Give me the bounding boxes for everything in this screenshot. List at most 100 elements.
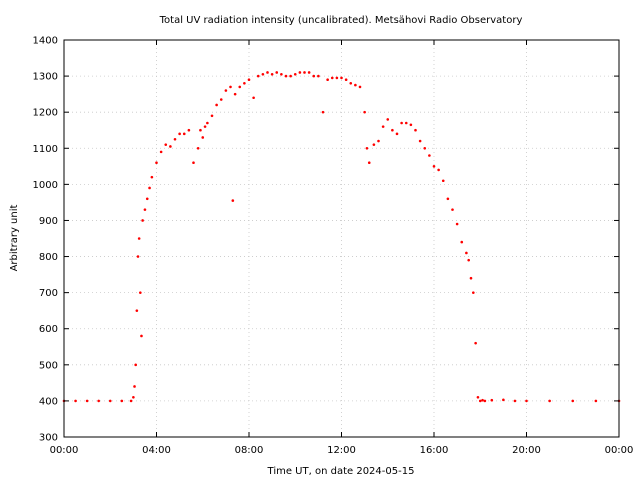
data-point xyxy=(270,72,274,76)
data-point xyxy=(414,128,417,132)
data-point xyxy=(134,363,137,367)
data-point xyxy=(400,121,403,125)
data-point xyxy=(441,179,445,183)
data-point xyxy=(349,82,353,85)
data-point xyxy=(203,125,207,128)
y-tick-label: 600 xyxy=(39,324,58,335)
y-tick-label: 1200 xyxy=(33,108,58,119)
data-point xyxy=(513,399,517,403)
data-point xyxy=(571,399,575,403)
data-point xyxy=(451,208,454,211)
data-point xyxy=(145,197,149,201)
data-point xyxy=(219,98,223,101)
data-point xyxy=(367,161,371,165)
data-point xyxy=(446,197,450,201)
data-point xyxy=(137,237,141,240)
data-point xyxy=(460,240,464,244)
data-point xyxy=(293,72,297,76)
data-point xyxy=(164,143,168,146)
data-point xyxy=(474,341,477,345)
y-tick-label: 1100 xyxy=(33,144,58,155)
data-point xyxy=(284,74,288,78)
data-point xyxy=(231,199,235,202)
data-point xyxy=(238,85,242,89)
data-point xyxy=(201,136,205,139)
data-point xyxy=(247,78,251,81)
data-point xyxy=(372,143,376,146)
x-axis-ticks: 00:00 04:00 08:00 12:00 16:00 20:00 00:00 xyxy=(50,40,633,456)
data-point xyxy=(298,71,302,74)
data-point xyxy=(159,150,163,154)
data-point xyxy=(206,121,209,125)
data-point xyxy=(386,118,390,121)
data-point xyxy=(340,76,343,80)
data-point xyxy=(140,334,143,338)
data-point xyxy=(525,399,528,403)
data-point xyxy=(354,83,357,87)
data-point xyxy=(143,208,147,211)
data-point xyxy=(391,128,394,132)
data-point xyxy=(178,132,181,136)
data-point xyxy=(173,137,177,141)
data-point xyxy=(187,128,191,132)
data-point xyxy=(395,132,399,136)
data-point xyxy=(132,396,135,399)
grid xyxy=(64,40,619,437)
y-tick-label: 500 xyxy=(39,360,58,371)
y-axis-label: Arbitrary unit xyxy=(9,205,20,272)
y-tick-label: 400 xyxy=(39,396,58,407)
data-point xyxy=(141,219,144,222)
x-tick-label: 16:00 xyxy=(420,445,449,456)
data-point xyxy=(404,121,408,125)
y-axis-ticks: 300 400 500 600 700 800 900 1000 1100 1200 1300 140… xyxy=(33,36,619,444)
y-tick-label: 1000 xyxy=(33,180,58,191)
data-point xyxy=(428,154,431,157)
data-point xyxy=(243,82,246,85)
data-point xyxy=(224,89,228,92)
data-point xyxy=(280,72,283,76)
data-point xyxy=(312,74,316,78)
plot-frame xyxy=(63,39,620,438)
data-point xyxy=(381,125,385,128)
x-tick-label: 12:00 xyxy=(327,445,356,456)
y-tick-label: 800 xyxy=(39,252,58,263)
x-tick-label: 00:00 xyxy=(50,445,79,456)
data-point xyxy=(335,76,339,80)
data-point xyxy=(135,309,139,312)
x-tick-label: 08:00 xyxy=(235,445,264,456)
chart-title: Total UV radiation intensity (uncalibrat… xyxy=(159,15,523,26)
data-point xyxy=(303,71,306,74)
data-point xyxy=(418,139,422,143)
data-point xyxy=(409,123,413,127)
data-point xyxy=(155,161,158,165)
y-tick-label: 300 xyxy=(39,433,58,444)
data-point xyxy=(256,74,260,78)
data-point xyxy=(120,399,124,403)
data-point xyxy=(196,146,200,150)
data-point xyxy=(432,165,436,168)
data-point xyxy=(139,291,142,294)
data-point xyxy=(169,145,172,148)
data-point xyxy=(150,175,154,179)
data-point xyxy=(85,399,89,403)
data-point xyxy=(266,71,269,74)
data-point xyxy=(307,71,311,74)
data-point xyxy=(148,186,151,190)
data-point xyxy=(465,251,468,255)
data-point xyxy=(363,110,366,114)
data-point xyxy=(233,92,237,96)
data-point xyxy=(423,146,427,150)
data-point xyxy=(317,74,320,78)
data-point xyxy=(74,399,77,403)
data-point xyxy=(469,276,473,280)
data-point xyxy=(229,85,232,89)
data-point xyxy=(490,398,494,402)
data-point xyxy=(358,85,362,89)
data-point xyxy=(481,398,484,402)
data-point xyxy=(133,385,136,388)
data-point xyxy=(129,399,133,403)
x-tick-label: 04:00 xyxy=(142,445,171,456)
data-point xyxy=(321,110,325,114)
data-point xyxy=(594,399,598,403)
